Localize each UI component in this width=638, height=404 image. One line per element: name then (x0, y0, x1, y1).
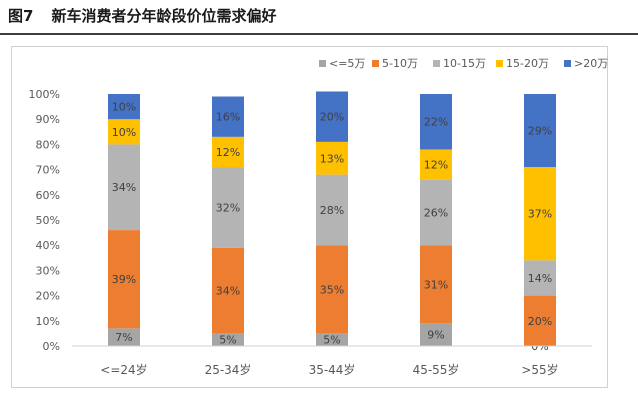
data-label: 37% (528, 208, 552, 221)
bar-segment (316, 141, 348, 175)
data-label: 35% (320, 283, 344, 296)
legend-swatch (496, 60, 503, 67)
y-tick-label: 10% (36, 315, 60, 328)
bar-segment (420, 245, 452, 324)
chart-frame (11, 46, 608, 388)
title-text: 新车消费者分年龄段价位需求偏好 (51, 7, 277, 25)
data-label: 31% (424, 278, 448, 291)
bar-segment (316, 91, 348, 142)
x-tick-label: 35-44岁 (309, 362, 356, 377)
legend-swatch (319, 60, 326, 67)
x-axis: <=24岁 25-34岁 35-44岁 45-55岁 >55岁 (72, 345, 592, 377)
y-tick-label: 90% (36, 113, 60, 126)
y-tick-label: 40% (36, 239, 60, 252)
y-tick-label: 20% (36, 290, 60, 303)
y-tick-label: 100% (29, 88, 60, 101)
bar-segment (108, 119, 140, 145)
bar-segment (108, 230, 140, 329)
legend-label: 15-20万 (506, 57, 549, 70)
bar-segment (316, 333, 348, 346)
bar-segment (420, 179, 452, 246)
bar-segment (108, 328, 140, 346)
data-label: 9% (427, 329, 444, 342)
data-label: 34% (112, 181, 136, 194)
bar-segment (316, 245, 348, 334)
data-label: 16% (216, 111, 240, 124)
y-axis: 0% 10% 20% 30% 40% 50% 60% 70% 80% 90% 100% (29, 88, 60, 353)
bar-segment (212, 96, 244, 137)
legend-label: <=5万 (329, 57, 365, 70)
data-label: 5% (323, 334, 340, 347)
y-tick-label: 50% (36, 214, 60, 227)
plot-area: 7% 39% 34% 10% 10% 5% 34% 32% 12% 16% 5% 35% 28% 13% 2… (108, 91, 556, 353)
x-tick-label: 25-34岁 (205, 362, 252, 377)
bar-segment (212, 167, 244, 248)
legend-swatch (433, 60, 440, 67)
data-label: 12% (424, 159, 448, 172)
data-label: 32% (216, 201, 240, 214)
data-label: 39% (112, 273, 136, 286)
y-tick-label: 0% (43, 340, 60, 353)
legend-swatch (372, 60, 379, 67)
chart-title: 图7 新车消费者分年龄段价位需求偏好 (8, 4, 276, 28)
data-label: 22% (424, 116, 448, 129)
legend-label: >20万 (574, 57, 608, 70)
data-label: 20% (320, 111, 344, 124)
x-tick-label: >55岁 (521, 362, 558, 377)
legend: <=5万 5-10万 10-15万 15-20万 >20万 (319, 57, 608, 70)
bar-segment (524, 260, 556, 296)
bar-segment (212, 247, 244, 334)
data-label: 34% (216, 285, 240, 298)
legend-label: 5-10万 (382, 57, 418, 70)
y-tick-label: 60% (36, 189, 60, 202)
y-tick-label: 30% (36, 264, 60, 277)
bar-segment (316, 174, 348, 246)
bar-segment (420, 323, 452, 346)
bar-segment (524, 167, 556, 261)
data-label: 28% (320, 204, 344, 217)
data-label: 10% (112, 126, 136, 139)
bar-segment (420, 149, 452, 180)
bar-segment (420, 94, 452, 150)
legend-swatch (564, 60, 571, 67)
bar-segment (108, 144, 140, 231)
title-underline (0, 33, 638, 35)
data-label: 7% (115, 331, 132, 344)
data-label: 5% (219, 334, 236, 347)
data-label: 12% (216, 146, 240, 159)
data-label: 29% (528, 125, 552, 138)
data-label: 20% (528, 315, 552, 328)
y-tick-label: 80% (36, 138, 60, 151)
data-label: 26% (424, 206, 448, 219)
x-tick-label: <=24岁 (100, 362, 147, 377)
bar-segment (212, 136, 244, 168)
legend-label: 10-15万 (443, 57, 486, 70)
figure-number: 图7 (8, 7, 34, 25)
y-tick-label: 70% (36, 164, 60, 177)
bar-segment (524, 94, 556, 168)
x-tick-label: 45-55岁 (413, 362, 460, 377)
data-label: 10% (112, 101, 136, 114)
data-label: 14% (528, 272, 552, 285)
bar-segment (212, 333, 244, 346)
bar-segment (524, 295, 556, 346)
data-label: 13% (320, 152, 344, 165)
bar-segment (108, 94, 140, 120)
